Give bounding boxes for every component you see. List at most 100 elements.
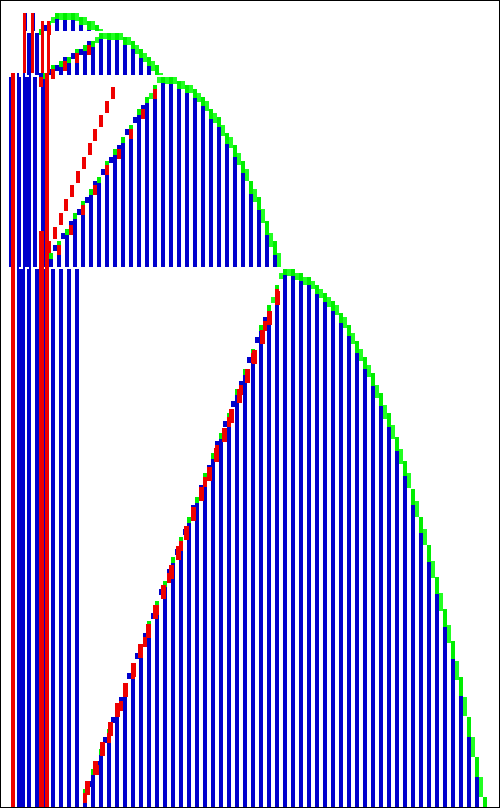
crest-cell (111, 33, 115, 40)
crest-cell (169, 77, 173, 84)
stripe-column (107, 729, 111, 807)
stripe-column (427, 545, 431, 807)
stripe-column (217, 117, 221, 267)
crest-cell (447, 625, 451, 643)
crest-cell (103, 737, 107, 743)
stripe-column (99, 33, 103, 75)
edge-cell (83, 793, 87, 803)
stripe-column (241, 161, 245, 267)
stripe-column (119, 33, 123, 75)
stripe-column (135, 45, 139, 75)
edge-cell (138, 644, 143, 658)
crest-cell (291, 269, 295, 276)
crest-cell (127, 673, 131, 679)
stripe-column (227, 413, 231, 807)
stripe-column (121, 137, 125, 267)
stripe-column (59, 269, 63, 807)
stripe-column (447, 625, 451, 807)
crest-cell (295, 273, 299, 280)
stripe-column (109, 157, 113, 267)
stripe-column (131, 41, 135, 75)
stripe-column (103, 737, 107, 807)
stripe-column (327, 297, 331, 807)
stripe-column (41, 77, 45, 267)
crest-cell (119, 697, 123, 703)
stripe-column (67, 57, 71, 75)
stripe-column (251, 349, 255, 807)
edge-cell (245, 369, 250, 383)
crest-cell (443, 609, 447, 627)
edge-cell (105, 165, 109, 175)
edge-cell (161, 585, 166, 599)
stripe-column (233, 145, 237, 267)
stripe-column (355, 341, 359, 807)
crest-cell (283, 269, 287, 275)
crest-cell (363, 357, 367, 369)
crest-cell (129, 125, 133, 131)
crest-cell (315, 285, 319, 294)
edge-stripe (41, 21, 44, 73)
stripe-column (185, 85, 189, 267)
crest-cell (223, 421, 227, 427)
crest-cell (185, 85, 189, 93)
crest-cell (65, 229, 69, 235)
edge-cell (93, 129, 97, 141)
crest-cell (383, 405, 387, 419)
stripe-column (125, 129, 129, 267)
stripe-column (31, 269, 35, 807)
stripe-column (123, 37, 127, 75)
crest-cell (355, 341, 359, 353)
crest-cell (229, 137, 233, 148)
stripe-column (89, 189, 93, 267)
crest-cell (269, 233, 273, 247)
crest-cell (79, 17, 83, 25)
stripe-column (99, 749, 103, 807)
stripe-column (339, 313, 343, 807)
stripe-column (115, 33, 119, 75)
stripe-column (451, 641, 455, 807)
crest-cell (247, 357, 251, 363)
crest-cell (63, 57, 67, 63)
stripe-column (471, 737, 475, 807)
stripe-column (37, 77, 41, 267)
edge-cell (59, 213, 63, 225)
crest-cell (39, 73, 43, 79)
crest-cell (87, 41, 91, 47)
crest-cell (93, 181, 97, 187)
stripe-column (75, 269, 79, 807)
edge-cell (105, 101, 109, 113)
stripe-column (243, 369, 247, 807)
crest-cell (69, 221, 73, 227)
edge-cell (169, 565, 174, 579)
stripe-column (117, 145, 121, 267)
stripe-column (423, 529, 427, 807)
crest-cell (219, 433, 223, 439)
edge-cell (275, 291, 280, 305)
stripe-column (193, 89, 197, 267)
crest-cell (159, 73, 163, 75)
crest-cell (279, 273, 283, 279)
crest-cell (213, 113, 217, 123)
stripe-column (431, 561, 435, 807)
stripe-column (411, 489, 415, 807)
stripe-column (119, 697, 123, 807)
stripe-column (51, 17, 55, 31)
stripe-column (51, 269, 55, 807)
crest-cell (277, 253, 281, 267)
stripe-column (443, 609, 447, 807)
crest-cell (127, 37, 131, 45)
stripe-column (265, 221, 269, 267)
stripe-column (303, 277, 307, 807)
stripe-column (197, 93, 201, 267)
stripe-column (371, 373, 375, 807)
crest-cell (49, 253, 53, 259)
crest-cell (113, 149, 117, 155)
stripe-column (59, 13, 63, 31)
edge-cell (263, 321, 267, 331)
stripe-column (139, 49, 143, 75)
stripe-column (85, 197, 89, 267)
stripe-column (53, 245, 57, 267)
stripe-column (225, 133, 229, 267)
edge-cell (93, 185, 97, 195)
crest-cell (411, 489, 415, 505)
